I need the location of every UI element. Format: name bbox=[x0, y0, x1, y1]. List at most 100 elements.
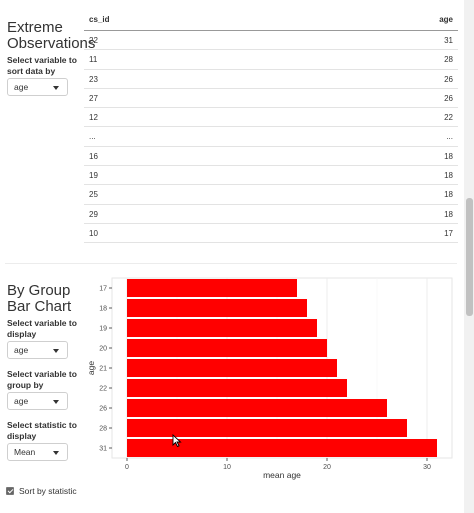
y-tick-label: 17 bbox=[99, 286, 107, 293]
y-tick-label: 19 bbox=[99, 326, 107, 333]
extreme-title-line2: Observations bbox=[7, 35, 96, 52]
cell-age: 26 bbox=[444, 93, 453, 103]
cell-cs-id: 27 bbox=[89, 93, 98, 103]
x-axis-label: mean age bbox=[263, 470, 301, 480]
group-bar-chart: 17 18 19 20 21 22 26 28 31 0 10 20 30 mean age age bbox=[86, 277, 453, 480]
x-tick-label: 20 bbox=[323, 464, 331, 471]
table-row: 29 18 bbox=[84, 205, 458, 224]
cell-age: 18 bbox=[444, 190, 453, 200]
group-bar-title-line1: By Group bbox=[7, 282, 71, 299]
mouse-cursor-icon bbox=[172, 434, 182, 448]
sort-by-statistic-checkbox[interactable] bbox=[6, 487, 14, 495]
bar bbox=[127, 319, 317, 337]
cell-cs-id: 25 bbox=[89, 190, 98, 200]
statistic-label: Select statistic to display bbox=[7, 420, 77, 442]
cell-cs-id: 11 bbox=[89, 55, 98, 65]
cell-cs-id: 12 bbox=[89, 113, 98, 123]
cell-cs-id: 10 bbox=[89, 228, 98, 238]
x-tick-label: 0 bbox=[125, 464, 129, 471]
statistic-label-line1: Select statistic to bbox=[7, 420, 77, 430]
bar bbox=[127, 299, 307, 317]
cell-cs-id: 23 bbox=[89, 74, 98, 84]
bar bbox=[127, 439, 437, 457]
bar bbox=[127, 419, 407, 437]
y-tick-label: 22 bbox=[99, 386, 107, 393]
display-variable-label: Select variable to display bbox=[7, 318, 77, 340]
display-variable-select[interactable]: age bbox=[7, 341, 68, 359]
table-row: 23 26 bbox=[84, 70, 458, 89]
sort-variable-select[interactable]: age bbox=[7, 78, 68, 96]
bar bbox=[127, 379, 347, 397]
cell-age: 18 bbox=[444, 151, 453, 161]
section-divider bbox=[5, 263, 457, 264]
sort-variable-label-line1: Select variable to bbox=[7, 55, 77, 65]
table-row: 16 18 bbox=[84, 147, 458, 167]
y-axis: 17 18 19 20 21 22 26 28 31 bbox=[99, 286, 112, 453]
extreme-title: Extreme Observations bbox=[7, 20, 95, 52]
x-tick-label: 30 bbox=[423, 464, 431, 471]
group-variable-label: Select variable to group by bbox=[7, 369, 77, 391]
chevron-down-icon bbox=[53, 451, 59, 455]
group-variable-value: age bbox=[14, 396, 29, 406]
y-tick-label: 18 bbox=[99, 306, 107, 313]
column-header-age[interactable]: age bbox=[439, 15, 453, 24]
display-variable-label-line2: display bbox=[7, 329, 37, 339]
cell-age: 18 bbox=[444, 209, 453, 219]
table-row: 22 31 bbox=[84, 31, 458, 51]
y-tick-label: 31 bbox=[99, 446, 107, 453]
table-row: ...... bbox=[84, 127, 458, 147]
bar bbox=[127, 399, 387, 417]
table-row: 10 17 bbox=[84, 224, 458, 244]
scrollbar-thumb[interactable] bbox=[466, 198, 473, 316]
cell-age: 17 bbox=[444, 228, 453, 238]
chevron-down-icon bbox=[53, 86, 59, 90]
bars bbox=[127, 279, 437, 457]
sort-variable-label: Select variable to sort data by bbox=[7, 55, 77, 77]
display-variable-value: age bbox=[14, 345, 29, 355]
cell-age: ... bbox=[446, 132, 453, 142]
x-axis: 0 10 20 30 bbox=[125, 458, 431, 471]
x-tick-label: 10 bbox=[223, 464, 231, 471]
bar bbox=[127, 339, 327, 357]
y-tick-label: 26 bbox=[99, 406, 107, 413]
bar bbox=[127, 359, 337, 377]
y-axis-label: age bbox=[86, 361, 96, 375]
cell-age: 22 bbox=[444, 113, 453, 123]
cell-cs-id: ... bbox=[89, 132, 96, 142]
y-tick-label: 20 bbox=[99, 346, 107, 353]
sort-variable-value: age bbox=[14, 82, 29, 92]
group-variable-label-line1: Select variable to bbox=[7, 369, 77, 379]
sort-by-statistic-label[interactable]: Sort by statistic bbox=[19, 486, 77, 496]
statistic-label-line2: display bbox=[7, 431, 37, 441]
group-variable-label-line2: group by bbox=[7, 380, 44, 390]
cell-cs-id: 19 bbox=[89, 171, 98, 181]
cell-age: 31 bbox=[444, 36, 453, 45]
statistic-select[interactable]: Mean bbox=[7, 443, 68, 461]
table-row: 25 18 bbox=[84, 185, 458, 205]
table-body: 22 31 11 28 23 26 27 26 12 22...... 16 18 19 18 25 18 29… bbox=[84, 31, 458, 244]
chevron-down-icon bbox=[53, 400, 59, 404]
extreme-title-line1: Extreme bbox=[7, 19, 63, 36]
display-variable-label-line1: Select variable to bbox=[7, 318, 77, 328]
y-tick-label: 21 bbox=[99, 366, 107, 373]
cell-cs-id: 29 bbox=[89, 209, 98, 219]
bar bbox=[127, 279, 297, 297]
extreme-table: cs_id age 22 31 11 28 23 26 27 26 12 22...... 16 18… bbox=[84, 9, 458, 244]
cell-age: 18 bbox=[444, 171, 453, 181]
y-tick-label: 28 bbox=[99, 426, 107, 433]
cell-cs-id: 22 bbox=[89, 36, 98, 45]
table-row: 12 22 bbox=[84, 108, 458, 128]
table-row: 19 18 bbox=[84, 166, 458, 186]
group-bar-title-line2: Bar Chart bbox=[7, 298, 72, 315]
cell-cs-id: 16 bbox=[89, 151, 98, 161]
table-row: 27 26 bbox=[84, 89, 458, 109]
cell-age: 26 bbox=[444, 74, 453, 84]
group-variable-select[interactable]: age bbox=[7, 392, 68, 410]
group-bar-title: By Group Bar Chart bbox=[7, 283, 71, 315]
chevron-down-icon bbox=[53, 349, 59, 353]
sort-variable-label-line2: sort data by bbox=[7, 66, 56, 76]
statistic-value: Mean bbox=[14, 447, 36, 457]
column-header-cs-id[interactable]: cs_id bbox=[89, 15, 110, 24]
table-row: 11 28 bbox=[84, 50, 458, 70]
cell-age: 28 bbox=[444, 55, 453, 65]
